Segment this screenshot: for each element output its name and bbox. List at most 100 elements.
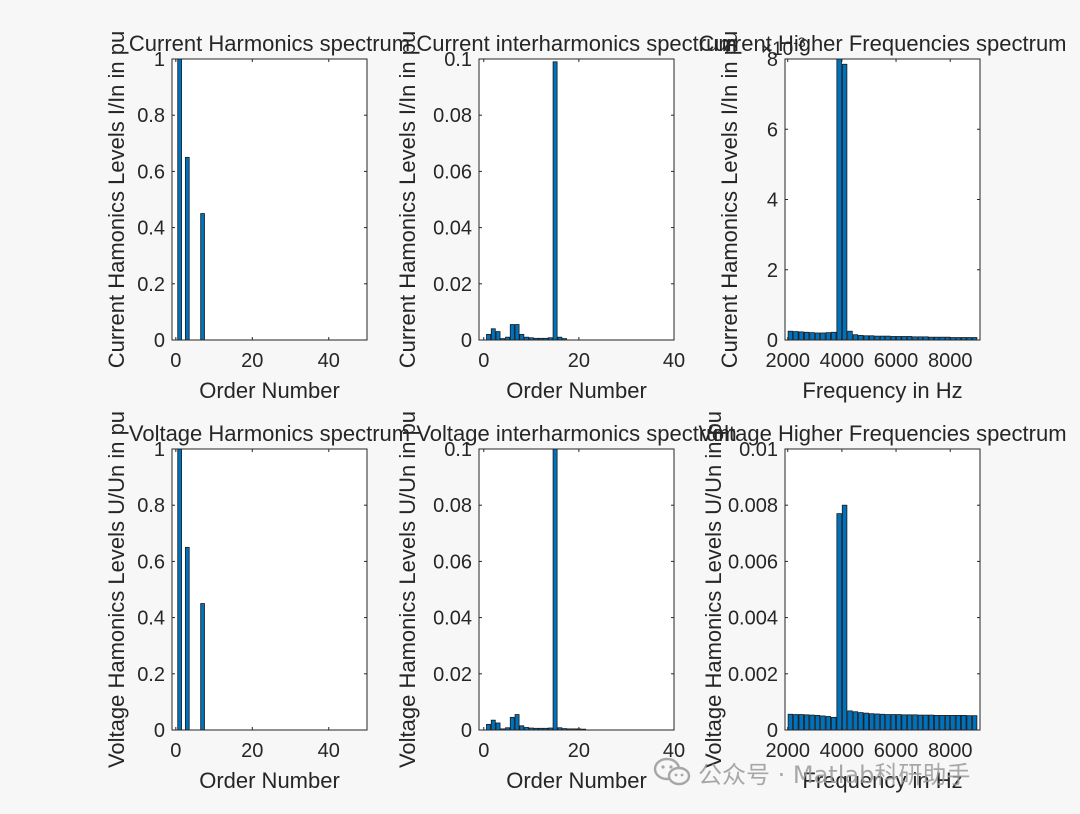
bar [912,714,918,731]
x-tick-label: 4000 [820,350,865,372]
bar [519,333,525,341]
bar [514,324,520,341]
x-tick-label: 6000 [874,350,919,372]
plot-area [785,449,980,730]
y-tick-label: 0.04 [433,608,472,630]
bar [787,713,794,731]
bar [820,715,826,731]
bar [552,448,558,731]
y-axis-label: Voltage Hamonics Levels U/Un in pu [701,411,726,768]
bar [495,331,501,341]
x-tick-label: 20 [568,350,590,372]
bar [906,336,913,341]
y-tick-label: 0.01 [739,439,778,461]
y-tick-label: 2 [767,260,778,282]
axes-box [171,448,368,731]
bar [896,714,902,731]
bar [184,546,190,731]
y-tick-label: 0 [154,720,165,742]
bar [836,58,842,341]
bar [831,331,837,341]
bar [885,335,891,341]
bar [177,58,182,341]
y-tick-label: 1 [154,49,165,71]
bar [509,324,515,341]
bar [852,334,859,341]
x-axis-label: Order Number [506,378,647,403]
y-tick-label: 0 [767,330,778,352]
bar [847,330,853,341]
x-axis-label: Order Number [506,768,647,793]
x-axis-label: Order Number [199,768,340,793]
bar [787,330,794,341]
bar [486,723,491,731]
bar [809,332,815,341]
bar [798,714,804,731]
bar [901,336,907,341]
bar [177,448,182,731]
bar [809,714,815,731]
x-tick-label: 2000 [765,350,810,372]
bar [814,714,821,731]
x-tick-label: 0 [170,350,181,372]
x-tick-label: 40 [663,350,685,372]
wechat-icon [653,757,691,786]
bar [939,714,945,731]
plot-area [785,59,980,340]
subplot-p6: 2000 4000 6000 8000 0 0.002 0.004 0.006 0.008 0.0… [698,411,1066,793]
y-tick-label: 0.8 [137,495,165,517]
plot-title: Voltage interharmonics spectrum [416,421,736,446]
x-axis-label: Frequency in Hz [802,378,962,403]
y-axis-label: Voltage Hamonics Levels U/Un in pu [395,411,420,768]
bar [971,715,978,731]
y-tick-label: 0.4 [137,608,165,630]
bar [831,716,837,731]
bar [793,714,799,731]
plot-title: Voltage Harmonics spectrum [129,421,410,446]
watermark: 公众号 · Matlab科研助手 [652,752,970,792]
bar [847,710,853,731]
bar [495,722,501,731]
bar [793,331,799,341]
bar [514,714,520,731]
bar [803,331,810,341]
bar [874,335,880,341]
y-tick-label: 0.004 [728,608,778,630]
y-tick-label: 0.1 [444,439,472,461]
x-tick-label: 2000 [765,740,810,762]
x-tick-label: 20 [568,740,590,762]
y-tick-label: 0.002 [728,664,778,686]
y-axis-label: Current Hamonics Levels I/In in pu [395,31,420,369]
bar [950,714,956,731]
watermark-text: 公众号 · Matlab科研助手 [698,760,971,789]
y-tick-label: 0.06 [433,161,472,183]
bar [852,711,859,731]
y-tick-label: 0.02 [433,274,472,296]
plot-area [479,59,674,340]
y-tick-label: 8 [767,49,778,71]
x-tick-label: 0 [478,350,489,372]
bar [509,716,515,731]
x-tick-label: 20 [241,350,263,372]
y-tick-label: 0.02 [433,664,472,686]
x-tick-label: 8000 [928,350,973,372]
y-tick-label: 0 [767,720,778,742]
y-tick-label: 0.2 [137,274,165,296]
x-axis-label: Order Number [199,378,340,403]
y-tick-label: 0 [461,720,472,742]
bar [863,712,869,731]
bar [820,332,826,341]
y-axis-label: Current Hamonics Levels I/In in pu [717,31,742,369]
y-tick-label: 6 [767,119,778,141]
y-tick-label: 0.06 [433,551,472,573]
y-tick-label: 0.08 [433,495,472,517]
bar [890,714,897,731]
bar [933,714,940,731]
y-tick-label: 0 [461,330,472,352]
y-tick-label: 0.4 [137,218,165,240]
bar [841,504,848,731]
plot-title: Current Higher Frequencies spectrum [698,31,1066,56]
bar [552,61,558,341]
